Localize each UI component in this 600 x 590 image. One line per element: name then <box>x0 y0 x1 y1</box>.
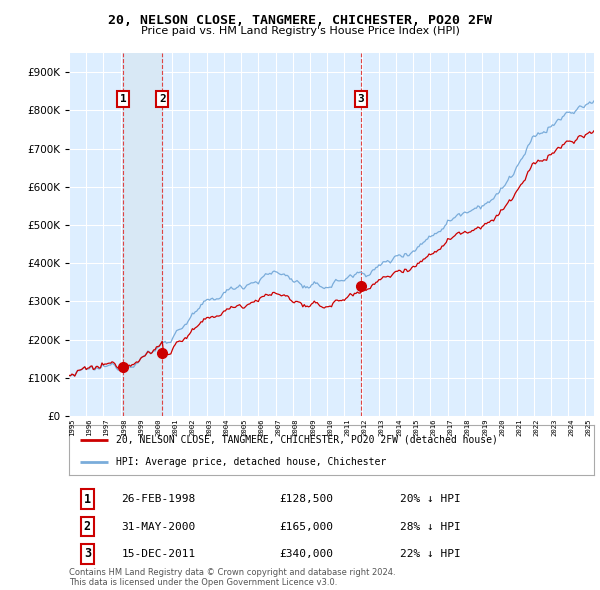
Text: 2018: 2018 <box>465 419 471 437</box>
Text: HPI: Average price, detached house, Chichester: HPI: Average price, detached house, Chic… <box>116 457 386 467</box>
Text: Contains HM Land Registry data © Crown copyright and database right 2024.
This d: Contains HM Land Registry data © Crown c… <box>69 568 395 587</box>
Text: 2025: 2025 <box>586 419 592 437</box>
Text: 1995: 1995 <box>69 419 75 437</box>
Text: 1: 1 <box>120 94 127 104</box>
Text: 2013: 2013 <box>379 419 385 437</box>
Text: 2004: 2004 <box>224 419 230 437</box>
Text: 20, NELSON CLOSE, TANGMERE, CHICHESTER, PO20 2FW: 20, NELSON CLOSE, TANGMERE, CHICHESTER, … <box>108 14 492 27</box>
Text: 2021: 2021 <box>517 419 523 437</box>
Text: 3: 3 <box>358 94 364 104</box>
Text: 2015: 2015 <box>413 419 419 437</box>
Text: 1998: 1998 <box>121 419 127 437</box>
Text: 15-DEC-2011: 15-DEC-2011 <box>121 549 196 559</box>
Text: 2009: 2009 <box>310 419 316 437</box>
Text: 2008: 2008 <box>293 419 299 437</box>
Text: 2005: 2005 <box>241 419 247 437</box>
Text: 2007: 2007 <box>275 419 281 437</box>
Text: 26-FEB-1998: 26-FEB-1998 <box>121 494 196 504</box>
Text: 2020: 2020 <box>499 419 505 437</box>
Text: 2024: 2024 <box>568 419 574 437</box>
Text: 2001: 2001 <box>172 419 178 437</box>
Text: 2019: 2019 <box>482 419 488 437</box>
Text: 3: 3 <box>84 548 91 560</box>
Text: £128,500: £128,500 <box>279 494 333 504</box>
Text: 31-MAY-2000: 31-MAY-2000 <box>121 522 196 532</box>
Text: 2011: 2011 <box>344 419 350 437</box>
Text: 2017: 2017 <box>448 419 454 437</box>
Text: 2006: 2006 <box>259 419 265 437</box>
Text: 1996: 1996 <box>86 419 92 437</box>
Text: 20, NELSON CLOSE, TANGMERE, CHICHESTER, PO20 2FW (detached house): 20, NELSON CLOSE, TANGMERE, CHICHESTER, … <box>116 435 498 445</box>
Text: 2003: 2003 <box>207 419 213 437</box>
Text: 28% ↓ HPI: 28% ↓ HPI <box>400 522 461 532</box>
Text: 2014: 2014 <box>396 419 402 437</box>
Text: 2022: 2022 <box>534 419 540 437</box>
Text: Price paid vs. HM Land Registry's House Price Index (HPI): Price paid vs. HM Land Registry's House … <box>140 26 460 36</box>
Text: £340,000: £340,000 <box>279 549 333 559</box>
Text: 2012: 2012 <box>362 419 368 437</box>
Bar <box>123 53 162 416</box>
Text: 2000: 2000 <box>155 419 161 437</box>
Text: 1997: 1997 <box>103 419 109 437</box>
Text: 2023: 2023 <box>551 419 557 437</box>
Text: 1999: 1999 <box>138 419 144 437</box>
Text: 2: 2 <box>84 520 91 533</box>
Text: 2002: 2002 <box>190 419 196 437</box>
Text: 20% ↓ HPI: 20% ↓ HPI <box>400 494 461 504</box>
Text: £165,000: £165,000 <box>279 522 333 532</box>
Text: 2: 2 <box>159 94 166 104</box>
Text: 2016: 2016 <box>430 419 436 437</box>
Text: 1: 1 <box>84 493 91 506</box>
Text: 22% ↓ HPI: 22% ↓ HPI <box>400 549 461 559</box>
Text: 2010: 2010 <box>327 419 333 437</box>
